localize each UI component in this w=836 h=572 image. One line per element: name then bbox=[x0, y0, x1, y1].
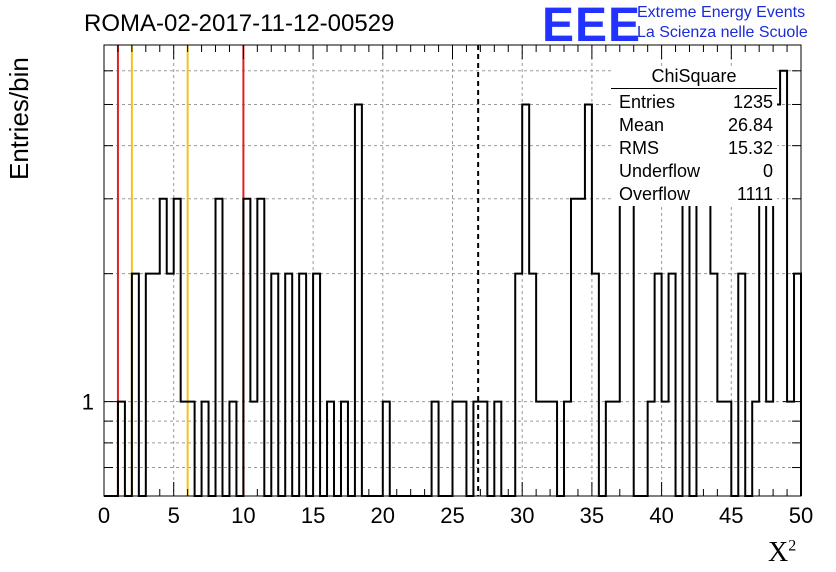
x-axis-label-superscript: 2 bbox=[788, 537, 797, 555]
logo-caption-line1: Extreme Energy Events bbox=[637, 4, 806, 21]
histogram-bin bbox=[662, 402, 669, 496]
histogram-bin bbox=[669, 274, 676, 496]
x-tick-label: 40 bbox=[649, 503, 673, 528]
histogram-bin bbox=[146, 274, 153, 496]
x-tick-label: 50 bbox=[789, 503, 813, 528]
stats-value: 15.32 bbox=[727, 138, 773, 158]
chart-title: ROMA-02-2017-11-12-00529 bbox=[84, 10, 395, 37]
histogram-bin bbox=[453, 402, 460, 496]
stats-value: 0 bbox=[762, 161, 773, 181]
tick-labels: 0 5 10 15 20 25 30 35 40 45 50 1 bbox=[82, 390, 813, 528]
stats-row-underflow: Underflow 0 bbox=[611, 160, 777, 183]
histogram-bin bbox=[473, 402, 480, 496]
eee-logo: EEE bbox=[542, 0, 642, 52]
histogram-bin bbox=[459, 402, 466, 496]
histogram-bin bbox=[188, 402, 195, 496]
x-tick-label: 10 bbox=[231, 503, 255, 528]
histogram-bin bbox=[794, 274, 801, 496]
stats-label: Mean bbox=[619, 115, 665, 135]
histogram-bin bbox=[341, 402, 348, 496]
histogram-bin bbox=[571, 199, 578, 496]
histogram-bin bbox=[355, 104, 362, 496]
stats-box: ChiSquare Entries 1235 Mean 26.84 RMS 15.32… bbox=[611, 66, 777, 206]
histogram-bin bbox=[648, 402, 655, 496]
histogram-bin bbox=[174, 199, 181, 496]
histogram-bin bbox=[752, 402, 759, 496]
histogram-bin bbox=[132, 274, 139, 496]
histogram-bin bbox=[299, 274, 306, 496]
stats-row-mean: Mean 26.84 bbox=[611, 114, 777, 137]
stats-value: 1111 bbox=[736, 184, 773, 204]
x-tick-label: 20 bbox=[371, 503, 395, 528]
histogram-bin bbox=[202, 402, 209, 496]
x-tick-label: 25 bbox=[440, 503, 464, 528]
x-tick-label: 45 bbox=[719, 503, 743, 528]
x-tick-label: 15 bbox=[301, 503, 325, 528]
histogram-bin bbox=[564, 402, 571, 496]
logo-caption-line2: La Scienza nelle Scuole bbox=[637, 24, 808, 41]
stats-row-entries: Entries 1235 bbox=[611, 91, 777, 114]
histogram-bin bbox=[271, 274, 278, 496]
histogram-bin bbox=[543, 402, 550, 496]
histogram-bin bbox=[383, 402, 390, 496]
x-tick-label: 35 bbox=[580, 503, 604, 528]
histogram-bin bbox=[683, 199, 690, 496]
x-tick-label: 30 bbox=[510, 503, 534, 528]
histogram-bin bbox=[738, 274, 745, 496]
x-axis-label: X2 bbox=[768, 537, 796, 569]
histogram-bin bbox=[160, 199, 167, 496]
histogram-bin bbox=[243, 199, 250, 496]
histogram-bin bbox=[592, 274, 599, 496]
stats-label: Overflow bbox=[619, 184, 691, 204]
histogram-bin bbox=[313, 274, 320, 496]
stats-label: Entries bbox=[619, 92, 676, 112]
histogram-bin bbox=[167, 274, 174, 496]
y-axis-label: Entries/bin bbox=[4, 57, 34, 180]
histogram-bin bbox=[327, 402, 334, 496]
y-tick-label: 1 bbox=[82, 390, 94, 415]
axis-ticks bbox=[103, 45, 802, 496]
x-axis-label-base: X bbox=[768, 537, 789, 568]
histogram-bin bbox=[480, 402, 487, 496]
histogram-bin bbox=[717, 402, 724, 496]
histogram-bin bbox=[229, 402, 236, 496]
stats-value: 26.84 bbox=[727, 115, 773, 135]
stats-row-rms: RMS 15.32 bbox=[611, 137, 777, 160]
histogram-bin bbox=[494, 402, 501, 496]
histogram-bin bbox=[724, 402, 731, 496]
histogram-bin bbox=[181, 402, 188, 496]
histogram-bin bbox=[759, 199, 766, 496]
histogram-bin bbox=[710, 274, 717, 496]
histogram-bin bbox=[703, 199, 710, 496]
histogram-bin bbox=[118, 402, 125, 496]
histogram-bin bbox=[515, 274, 522, 496]
histogram-bin bbox=[522, 104, 529, 496]
histogram-bin bbox=[432, 402, 439, 496]
stats-row-overflow: Overflow 1111 bbox=[611, 183, 777, 206]
histogram-bin bbox=[257, 199, 264, 496]
histogram-bin bbox=[529, 274, 536, 496]
histogram-bin bbox=[613, 402, 620, 496]
histogram-bin bbox=[153, 274, 160, 496]
x-tick-label: 5 bbox=[168, 503, 180, 528]
histogram-bin bbox=[655, 274, 662, 496]
histogram-bin bbox=[550, 402, 557, 496]
histogram-bin bbox=[766, 402, 773, 496]
histogram-bin bbox=[216, 199, 223, 496]
histogram-bin bbox=[606, 402, 613, 496]
x-tick-label: 0 bbox=[98, 503, 110, 528]
histogram-bin bbox=[578, 199, 585, 496]
histogram-bin bbox=[787, 402, 794, 496]
marker-lines bbox=[116, 45, 480, 496]
stats-label: Underflow bbox=[619, 161, 701, 181]
histogram-bin bbox=[285, 274, 292, 496]
histogram-bin bbox=[780, 71, 787, 496]
stats-value: 1235 bbox=[732, 92, 773, 112]
histogram-bin bbox=[585, 104, 592, 496]
histogram-bin bbox=[250, 402, 257, 496]
stats-title: ChiSquare bbox=[611, 66, 777, 89]
histogram-bin bbox=[536, 402, 543, 496]
stats-label: RMS bbox=[619, 138, 659, 158]
